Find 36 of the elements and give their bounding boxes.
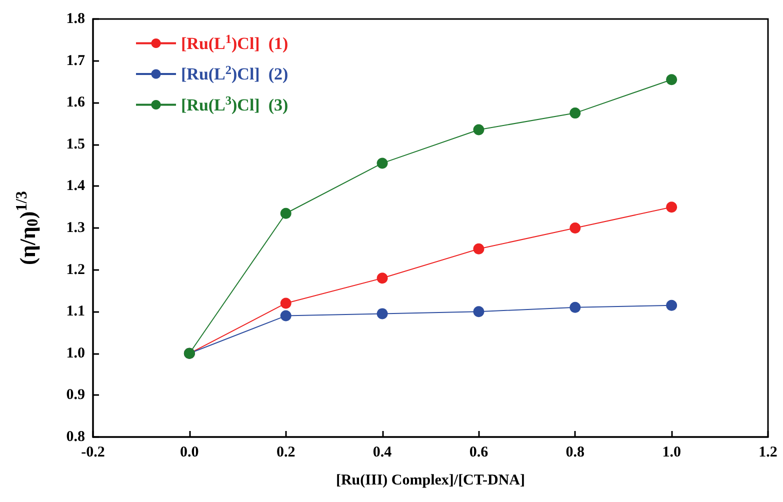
y-tick-label: 1.8	[66, 11, 85, 27]
y-tick-label: 1.1	[66, 304, 85, 320]
y-tick-label: 1.6	[66, 94, 86, 111]
point	[570, 222, 581, 234]
point	[473, 306, 484, 318]
y-tick-label: 1.4	[66, 178, 86, 194]
y-tick-label: 1.5	[66, 136, 85, 152]
point	[666, 202, 678, 213]
point	[473, 243, 484, 254]
x-tick-label: 0.4	[372, 444, 392, 460]
x-tick-label: 1.2	[758, 444, 778, 460]
point	[376, 272, 388, 284]
x-tick-label: -0.2	[81, 444, 105, 460]
point	[280, 310, 292, 322]
y-tick-label: 1.0	[66, 345, 85, 362]
x-tick-label: 1.0	[662, 444, 681, 460]
y-tick-label: 0.9	[66, 387, 85, 404]
y-tick-label: 1.7	[66, 52, 86, 69]
point	[280, 298, 292, 309]
point	[570, 302, 581, 313]
point	[473, 124, 484, 136]
x-tick-label: 0.2	[276, 444, 296, 460]
point	[280, 208, 292, 219]
point	[570, 108, 581, 119]
x-tick-label: 0.8	[566, 444, 585, 460]
point	[376, 158, 388, 169]
point	[666, 74, 678, 86]
x-tick-label: 0.6	[469, 444, 489, 460]
x-axis-title: [Ru(III) Complex]/[CT-DNA]	[336, 472, 526, 488]
point	[666, 300, 678, 311]
x-tick-label: 0.0	[180, 444, 199, 460]
y-tick-label: 1.2	[66, 262, 85, 278]
y-tick-label: 0.8	[66, 429, 85, 445]
y-axis-title: (η/η0)1/3	[14, 190, 42, 265]
y-tick-label: 1.3	[66, 220, 85, 236]
point	[376, 308, 388, 320]
